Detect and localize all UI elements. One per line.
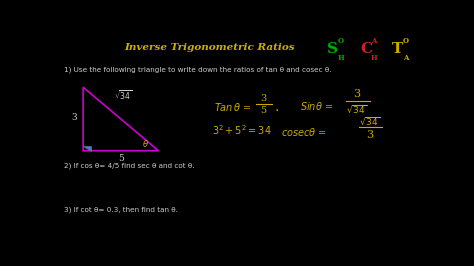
Text: H: H [371, 53, 377, 61]
Text: $\theta$: $\theta$ [142, 138, 149, 149]
Text: 3: 3 [260, 94, 266, 103]
Polygon shape [83, 146, 91, 151]
Text: O: O [338, 37, 344, 45]
Text: $\sqrt{34}$: $\sqrt{34}$ [346, 103, 367, 115]
Text: A: A [402, 53, 408, 61]
Text: $Sin\theta$ =: $Sin\theta$ = [300, 100, 333, 112]
Text: 5: 5 [260, 106, 266, 115]
Text: 3) If cot θ= 0.3, then find tan θ.: 3) If cot θ= 0.3, then find tan θ. [64, 207, 178, 213]
Text: 3: 3 [72, 113, 77, 122]
Text: .: . [274, 100, 279, 114]
Text: T: T [392, 42, 403, 56]
Text: $3^2+5^2=34$: $3^2+5^2=34$ [212, 123, 271, 137]
Text: 3: 3 [366, 130, 373, 140]
Text: 3: 3 [353, 89, 360, 99]
Text: A: A [372, 37, 377, 45]
Text: C: C [360, 42, 372, 56]
Text: $\sqrt{34}$: $\sqrt{34}$ [114, 89, 133, 102]
Text: 2) If cos θ= 4/5 find sec θ and cot θ.: 2) If cos θ= 4/5 find sec θ and cot θ. [64, 163, 194, 169]
Text: S: S [328, 42, 338, 56]
Text: $\sqrt{34}$: $\sqrt{34}$ [359, 115, 380, 127]
Text: $Tan\,\theta$ =: $Tan\,\theta$ = [213, 101, 251, 113]
Text: 5: 5 [118, 154, 124, 163]
Text: H: H [337, 53, 345, 61]
Text: 1) Use the following triangle to write down the ratios of tan θ and cosec θ.: 1) Use the following triangle to write d… [64, 66, 331, 73]
Text: O: O [402, 37, 408, 45]
Text: $cosec\theta$ =: $cosec\theta$ = [282, 126, 328, 138]
Text: Inverse Trigonometric Ratios: Inverse Trigonometric Ratios [125, 43, 295, 52]
